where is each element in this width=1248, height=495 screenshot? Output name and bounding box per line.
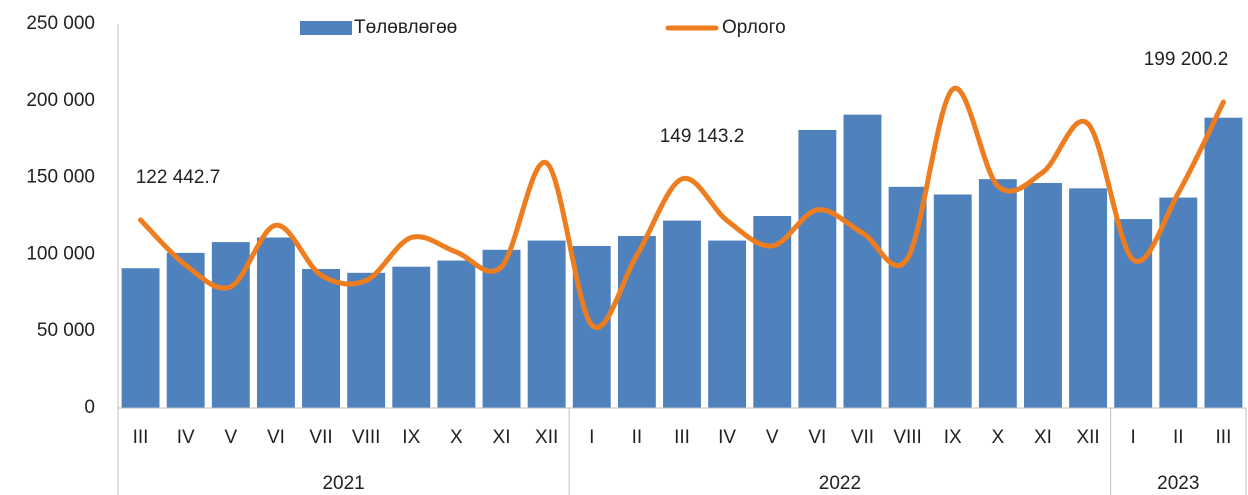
x-tick-label: VIII <box>352 427 381 448</box>
x-tick-label: IV <box>177 427 195 448</box>
bar <box>978 179 1017 408</box>
x-tick-label: V <box>766 427 779 448</box>
x-tick-label: XII <box>535 427 558 448</box>
bar <box>527 240 566 408</box>
x-tick-label: VIII <box>893 427 922 448</box>
x-tick-label: II <box>632 427 643 448</box>
x-tick-label: III <box>1216 427 1232 448</box>
line <box>138 85 1226 330</box>
x-tick-label: X <box>991 427 1004 448</box>
bar <box>166 252 205 408</box>
y-tick-label: 150 000 <box>26 167 95 188</box>
bar <box>1069 188 1108 408</box>
legend-swatch <box>300 21 352 35</box>
x-tick-label: II <box>1173 427 1184 448</box>
x-tick-label: XII <box>1076 427 1099 448</box>
x-tick-label: XI <box>493 427 511 448</box>
x-tick-label: VII <box>851 427 874 448</box>
x-tick-label: III <box>674 427 690 448</box>
x-tick-label: VII <box>309 427 332 448</box>
y-tick-label: 200 000 <box>26 90 95 111</box>
bar <box>708 240 747 408</box>
y-tick-label: 250 000 <box>26 13 95 34</box>
x-tick-label: IX <box>944 427 962 448</box>
bar <box>256 237 295 408</box>
x-group-label: 2023 <box>1157 473 1199 494</box>
x-tick-label: X <box>450 427 463 448</box>
bar <box>798 129 837 408</box>
bar <box>347 272 386 408</box>
legend-label: Орлого <box>722 17 786 38</box>
bar <box>933 194 972 408</box>
bar <box>1024 182 1062 408</box>
x-tick-label: VI <box>267 427 285 448</box>
bar <box>1159 197 1198 408</box>
x-tick-label: I <box>1131 427 1136 448</box>
bar <box>121 268 160 408</box>
x-tick-label: IV <box>718 427 736 448</box>
bar <box>482 249 521 408</box>
bar <box>663 220 701 408</box>
x-group-label: 2021 <box>322 473 364 494</box>
bar <box>617 235 656 408</box>
legend-label: Төлөвлөгөө <box>354 17 457 38</box>
x-tick-label: XI <box>1034 427 1052 448</box>
bar <box>392 266 431 408</box>
bar <box>843 114 882 409</box>
data-label: 199 200.2 <box>1144 49 1229 70</box>
data-label: 122 442.7 <box>136 167 221 188</box>
bar <box>437 260 476 408</box>
y-tick-label: 100 000 <box>26 243 95 264</box>
data-label: 149 143.2 <box>660 126 745 147</box>
y-tick-label: 0 <box>84 397 95 418</box>
bar <box>1114 219 1153 408</box>
x-group-label: 2022 <box>819 473 861 494</box>
x-tick-label: IX <box>402 427 420 448</box>
x-tick-label: VI <box>808 427 826 448</box>
y-tick-label: 50 000 <box>37 320 95 341</box>
x-tick-label: I <box>589 427 594 448</box>
bar <box>1204 117 1243 409</box>
x-tick-label: III <box>133 427 149 448</box>
x-tick-label: V <box>224 427 237 448</box>
bar <box>302 268 340 408</box>
